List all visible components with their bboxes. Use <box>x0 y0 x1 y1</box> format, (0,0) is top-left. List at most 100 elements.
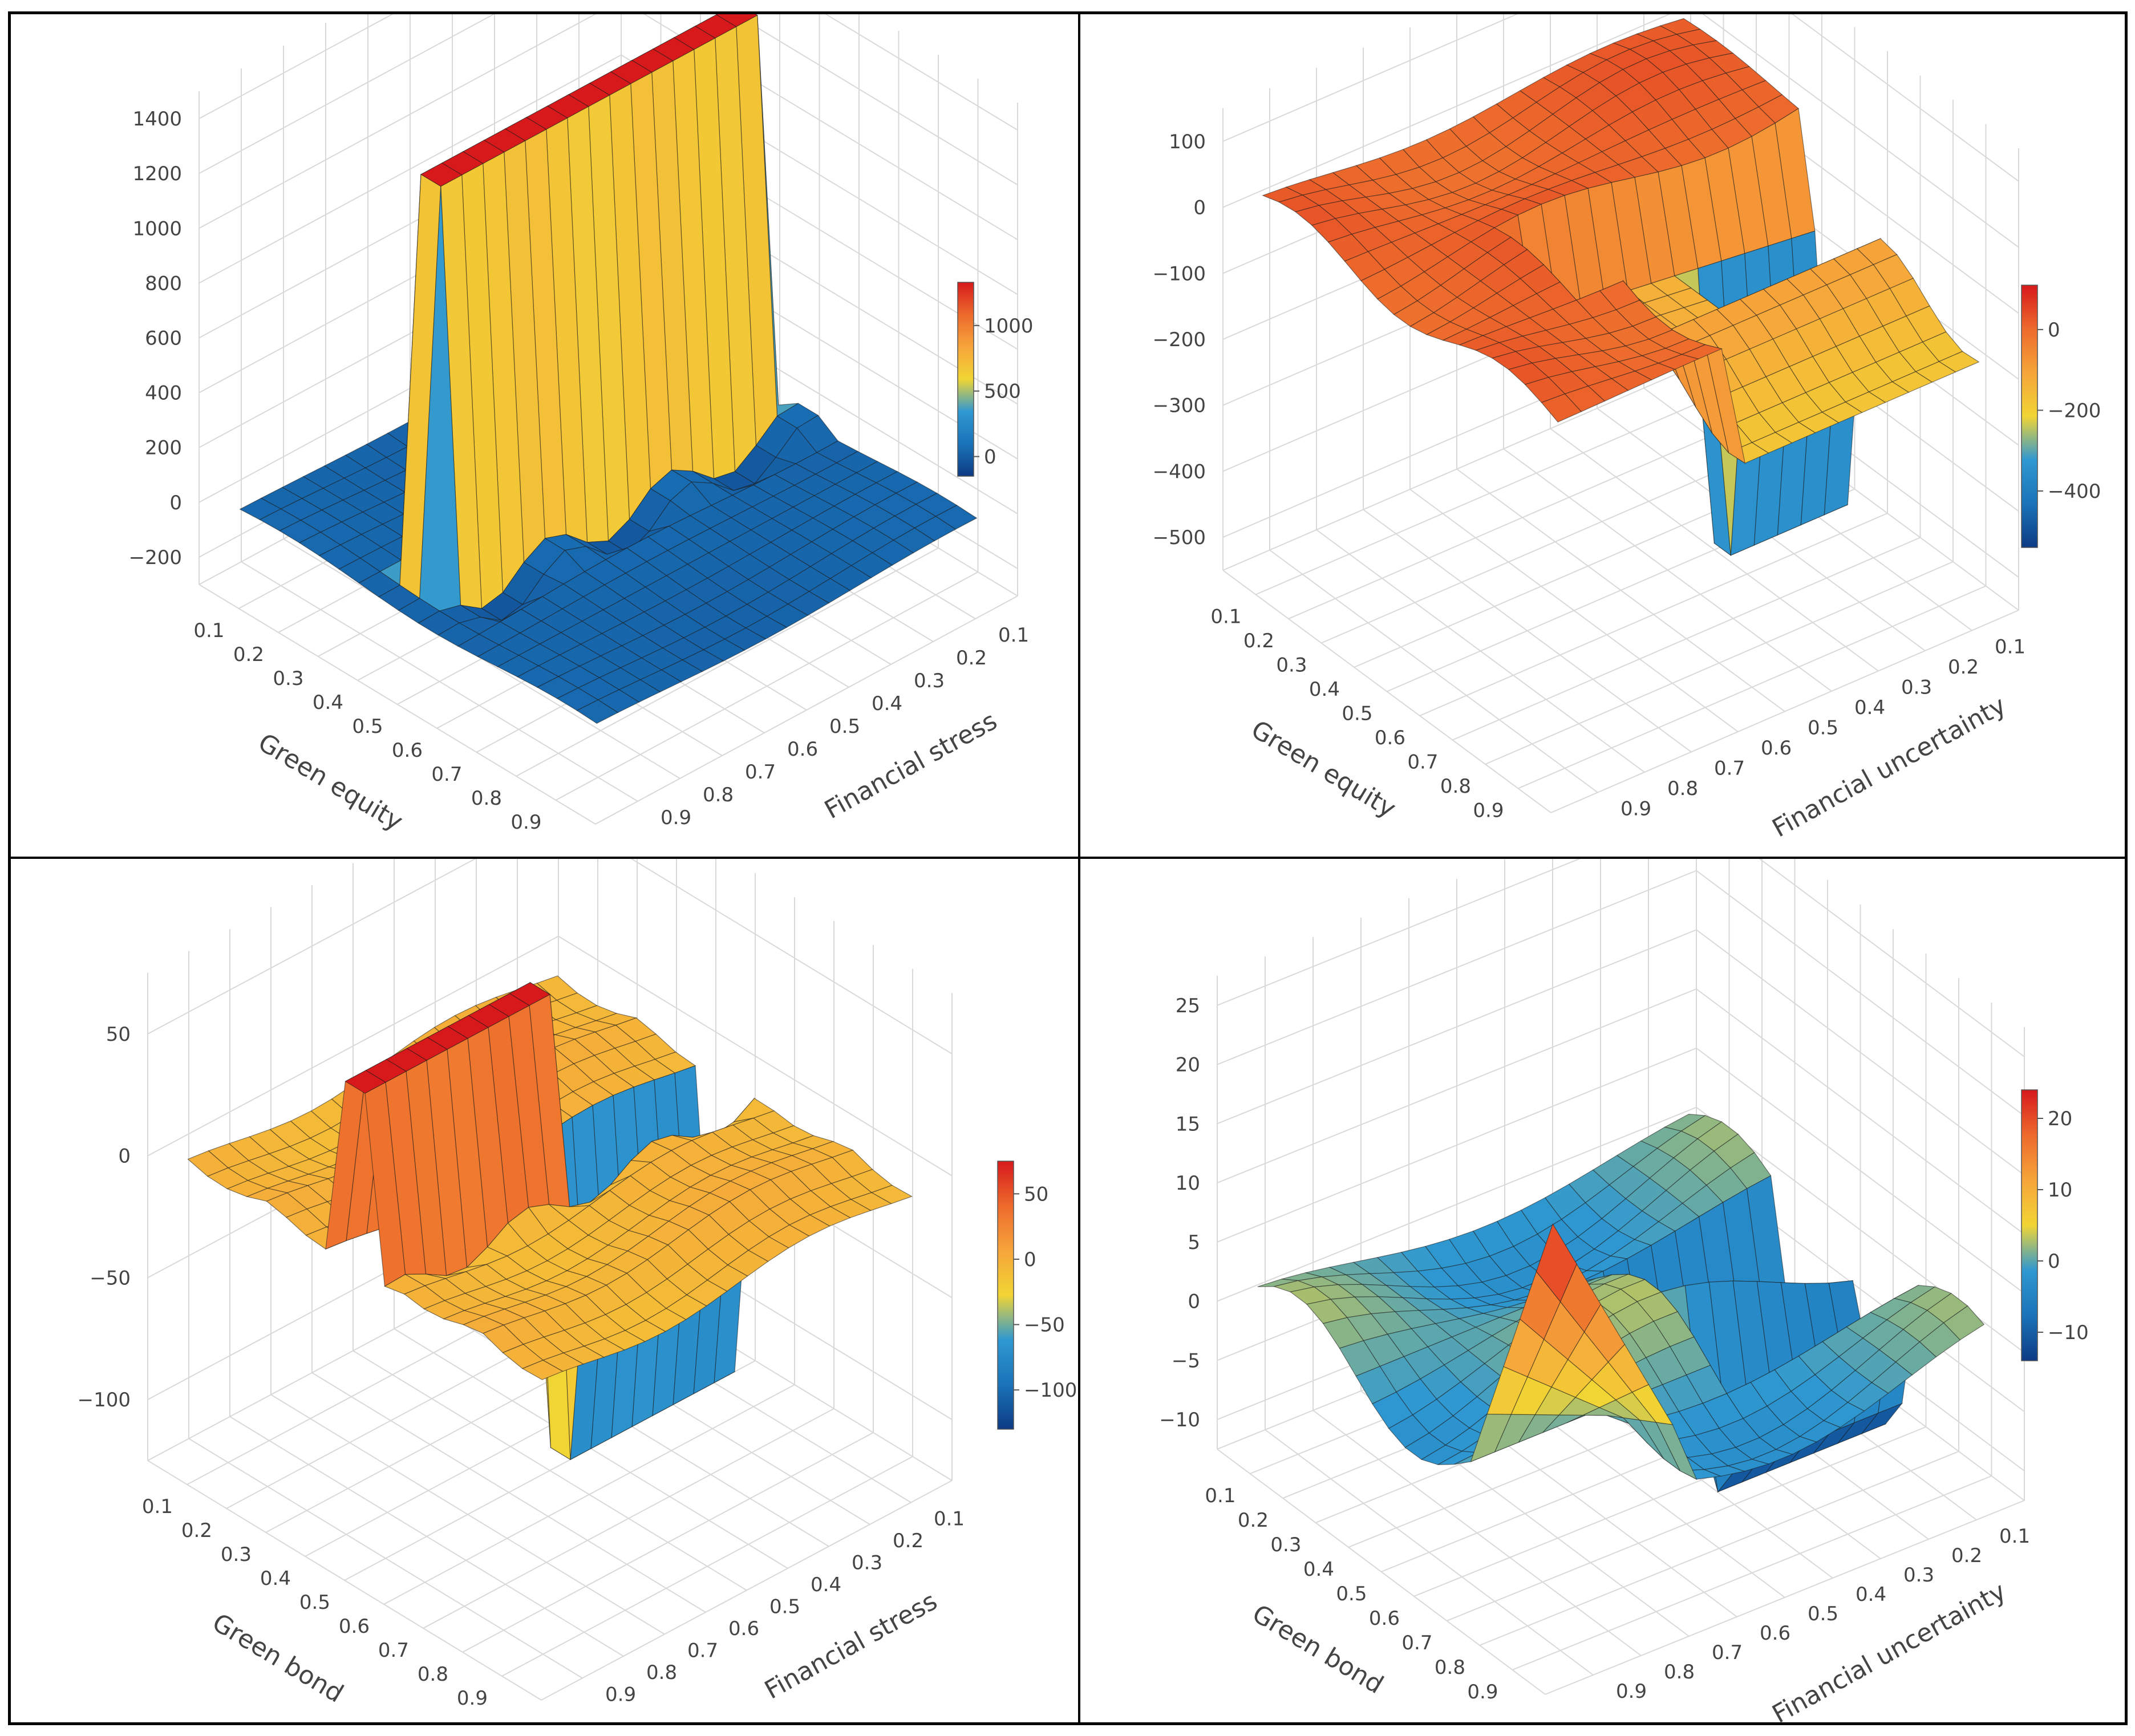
panel-divider-vertical <box>1078 11 1080 1725</box>
panel-bottom-right: 25 20 15 10 5 0 −5 −10 0.1 0.2 0.3 0.4 0.5 0.6 0.7 0.8 0… <box>1080 859 2125 1722</box>
z-tick-label: 600 <box>145 327 182 350</box>
colorbar-tick-label: −50 <box>1024 1314 1065 1337</box>
x-tick-label: 0.5 <box>1336 1583 1367 1605</box>
z-tick-label: −400 <box>1153 460 1206 483</box>
x-tick-label: 0.4 <box>260 1567 291 1590</box>
z-tick-label: 20 <box>1176 1054 1200 1077</box>
y-tick-label: 0.6 <box>787 738 818 761</box>
outer-border-right <box>2125 11 2128 1725</box>
x-tick-label: 0.3 <box>221 1543 252 1566</box>
x-tick-label: 0.6 <box>1369 1607 1400 1630</box>
z-tick-label: 1200 <box>132 163 182 185</box>
z-tick-label: 5 <box>1188 1231 1200 1254</box>
colorbar-tick-label: −200 <box>2048 399 2101 422</box>
y-tick-label: 0.1 <box>1995 636 2025 659</box>
x-tick-label: 0.3 <box>273 667 303 690</box>
x-tick-label: 0.8 <box>418 1663 448 1686</box>
z-tick-label: 50 <box>106 1023 131 1046</box>
colorbar-tick-label: 0 <box>2048 319 2060 342</box>
x-tick-label: 0.7 <box>378 1639 409 1662</box>
colorbar <box>997 1161 1014 1430</box>
surface-chart-top-left[interactable]: 1400 1200 1000 800 600 400 200 0 −200 0.1 0.2 0.3 0.… <box>11 14 1078 857</box>
x-tick-label: 0.3 <box>1270 1534 1301 1556</box>
panel-bottom-left: 50 0 −50 −100 0.1 0.2 0.3 0.4 0.5 0.6 0.7 0.8 0.9 0.9… <box>11 859 1078 1722</box>
y-tick-label: 0.2 <box>956 647 987 670</box>
y-tick-label: 0.3 <box>1901 676 1932 699</box>
y-tick-label: 0.7 <box>687 1640 718 1662</box>
x-tick-label: 0.6 <box>339 1615 370 1638</box>
panel-top-left: 1400 1200 1000 800 600 400 200 0 −200 0.1 0.2 0.3 0.… <box>11 14 1078 857</box>
y-tick-label: 0.5 <box>1808 717 1838 740</box>
surface-mesh-top-left <box>239 14 978 724</box>
z-tick-label: 0 <box>1188 1291 1200 1313</box>
x-tick-label: 0.8 <box>1435 1656 1465 1679</box>
x-tick-label: 0.1 <box>1205 1484 1235 1507</box>
z-tick-label: −10 <box>1159 1409 1200 1431</box>
colorbar <box>2021 1089 2038 1361</box>
x-tick-label: 0.2 <box>1243 630 1274 652</box>
y-tick-label: 0.1 <box>1999 1525 2030 1548</box>
y-tick-label: 0.7 <box>1712 1641 1743 1664</box>
x-tick-label: 0.7 <box>1401 1632 1432 1654</box>
x-tick-label: 0.4 <box>313 691 343 714</box>
colorbar-tick-label: 0 <box>984 446 996 469</box>
y-axis-title: Financial uncertainty <box>1768 1577 2011 1722</box>
x-tick-label: 0.7 <box>431 763 462 786</box>
z-tick-label: −100 <box>78 1389 131 1411</box>
y-tick-label: 0.2 <box>1948 656 1979 679</box>
x-axis-title: Green bond <box>207 1608 348 1709</box>
surface-chart-bottom-right[interactable]: 2520151050−5−100.10.20.30.40.50.60.70.80… <box>1080 859 2125 1722</box>
x-tick-label: 0.3 <box>1276 654 1307 677</box>
x-tick-label: 0.6 <box>1375 727 1405 749</box>
y-tick-label: 0.3 <box>852 1552 882 1575</box>
outer-border-bottom <box>8 1722 2128 1725</box>
colorbar-tick-label: −100 <box>1024 1379 1077 1402</box>
y-tick-label: 0.4 <box>1856 1583 1886 1606</box>
x-tick-label: 0.5 <box>352 715 383 738</box>
y-tick-label: 0.4 <box>811 1573 841 1596</box>
y-tick-label: 0.7 <box>745 761 776 784</box>
x-tick-label: 0.9 <box>1467 1681 1498 1703</box>
colorbar-tick-label: 50 <box>1024 1183 1048 1206</box>
z-tick-label: −300 <box>1153 395 1206 417</box>
z-tick-label: 1000 <box>132 217 182 240</box>
y-tick-label: 0.5 <box>769 1596 800 1619</box>
z-tick-label: 0 <box>169 492 182 514</box>
y-tick-label: 0.8 <box>646 1661 677 1684</box>
y-tick-label: 0.2 <box>893 1530 923 1552</box>
outer-border-top <box>8 11 2128 14</box>
colorbar-tick-label: 1000 <box>984 315 1034 338</box>
y-tick-label: 0.2 <box>1951 1544 1982 1567</box>
x-tick-label: 0.1 <box>142 1495 173 1518</box>
surface-chart-top-right[interactable]: 1000−100−200−300−400−5000.10.20.30.40.50… <box>1080 14 2125 857</box>
y-tick-label: 0.1 <box>998 624 1029 647</box>
z-tick-label: −200 <box>129 546 182 569</box>
y-tick-label: 0.6 <box>728 1617 759 1640</box>
z-tick-label: 200 <box>145 437 182 460</box>
y-tick-label: 0.9 <box>605 1684 636 1706</box>
z-tick-label: −200 <box>1153 328 1206 351</box>
panel-divider-horizontal <box>8 857 2128 859</box>
colorbar-tick-label: 0 <box>2048 1250 2060 1273</box>
z-tick-label: 0 <box>1193 197 1206 220</box>
y-tick-label: 0.6 <box>1761 737 1792 760</box>
surface-chart-bottom-left[interactable]: 50 0 −50 −100 0.1 0.2 0.3 0.4 0.5 0.6 0.7 0.8 0.9 0.9… <box>11 859 1078 1722</box>
y-tick-label: 0.8 <box>703 784 734 806</box>
colorbar <box>957 282 974 477</box>
colorbar-tick-label: 10 <box>2048 1179 2072 1202</box>
x-tick-label: 0.8 <box>1440 775 1471 798</box>
y-tick-label: 0.1 <box>934 1508 965 1531</box>
y-tick-label: 0.3 <box>1903 1564 1934 1587</box>
y-tick-label: 0.4 <box>1854 696 1885 719</box>
y-tick-label: 0.7 <box>1714 757 1745 780</box>
x-axis-title: Green equity <box>253 728 408 837</box>
z-tick-label: −500 <box>1153 526 1206 549</box>
surface-cell <box>521 1360 564 1380</box>
z-tick-label: 100 <box>1169 131 1206 153</box>
z-tick-label: 400 <box>145 382 182 405</box>
z-tick-label: −100 <box>1153 262 1206 285</box>
x-tick-label: 0.7 <box>1407 751 1438 774</box>
z-tick-label: 1400 <box>132 108 182 131</box>
x-tick-label: 0.9 <box>511 811 541 834</box>
z-tick-label: 0 <box>118 1145 131 1168</box>
